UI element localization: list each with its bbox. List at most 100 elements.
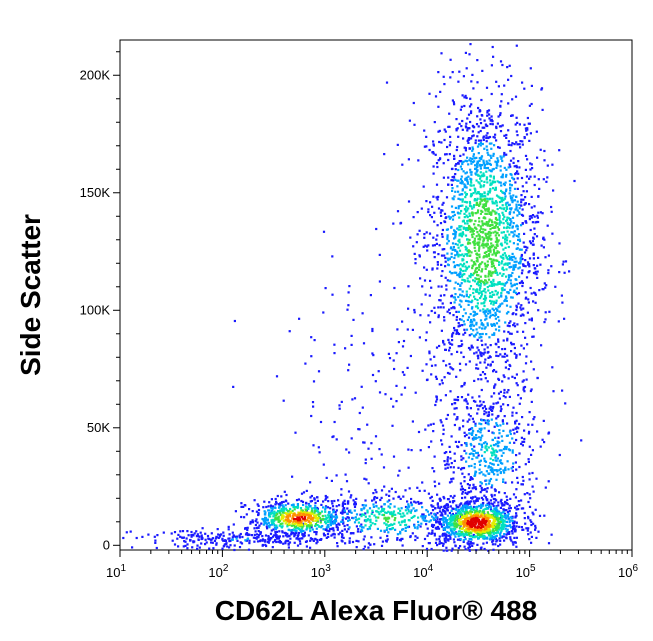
data-point [264, 543, 267, 546]
data-point [486, 346, 489, 349]
data-point [479, 171, 482, 174]
data-point [455, 375, 458, 378]
data-point [432, 524, 436, 527]
data-point [472, 483, 475, 486]
data-point [477, 238, 480, 241]
data-point [448, 257, 451, 260]
data-point [512, 493, 516, 496]
data-point [502, 155, 505, 158]
data-point [480, 489, 483, 492]
data-point [484, 228, 487, 231]
data-point [495, 221, 498, 224]
data-point [515, 293, 519, 296]
data-point [494, 270, 497, 273]
data-point [453, 256, 456, 260]
data-point [503, 84, 506, 87]
data-point [524, 196, 527, 199]
data-point [227, 525, 230, 528]
data-point [501, 191, 504, 194]
data-point [360, 509, 363, 512]
data-point [479, 195, 482, 198]
data-point [542, 419, 545, 422]
data-point [364, 462, 367, 465]
data-point [296, 506, 299, 509]
data-point [461, 490, 464, 493]
data-point [514, 420, 517, 423]
data-point [291, 475, 294, 478]
data-point [456, 145, 459, 149]
data-point [475, 192, 478, 195]
data-point [491, 226, 494, 229]
data-point [462, 75, 465, 78]
data-point [358, 411, 361, 415]
data-point [515, 536, 518, 539]
data-point [288, 522, 291, 525]
data-point [340, 536, 344, 539]
data-point [459, 299, 462, 302]
data-point [277, 518, 280, 521]
data-point [254, 520, 257, 523]
data-point [480, 503, 483, 506]
data-point [376, 496, 379, 499]
data-point [547, 254, 550, 257]
data-point [486, 166, 490, 170]
data-point [427, 314, 430, 317]
data-point [498, 432, 501, 435]
data-point [501, 159, 504, 163]
data-point [476, 258, 479, 261]
data-point [513, 352, 516, 355]
data-point [450, 435, 453, 438]
data-point [461, 265, 464, 268]
data-point [487, 231, 490, 234]
data-point [295, 529, 298, 532]
data-point [514, 95, 518, 98]
data-point [490, 395, 493, 398]
data-point [475, 277, 478, 281]
data-point [511, 465, 514, 469]
data-point [439, 306, 442, 309]
data-point [496, 518, 499, 521]
data-point [287, 520, 290, 523]
data-point [413, 311, 416, 314]
data-point [509, 524, 512, 527]
data-point [502, 339, 505, 342]
data-point [474, 199, 477, 202]
data-point [561, 389, 564, 392]
data-point [435, 196, 438, 199]
data-point [496, 531, 499, 534]
data-point [452, 101, 455, 104]
data-point [197, 535, 200, 538]
data-point [455, 407, 458, 410]
data-point [505, 445, 508, 449]
data-point [520, 198, 523, 201]
data-point [485, 483, 488, 486]
data-point [364, 518, 367, 522]
data-point [443, 497, 446, 500]
data-point [482, 419, 485, 422]
data-point [425, 245, 429, 248]
data-point [318, 515, 321, 518]
data-point [406, 512, 409, 515]
data-point [432, 516, 435, 519]
data-point [407, 285, 410, 288]
data-point [332, 508, 335, 511]
data-point [371, 522, 374, 525]
data-point [484, 204, 487, 208]
data-point [498, 319, 501, 322]
data-point [495, 204, 499, 207]
data-point [410, 509, 413, 512]
data-point [273, 534, 276, 537]
data-point [487, 505, 491, 508]
data-point [310, 524, 313, 527]
data-point [528, 430, 531, 433]
data-point [505, 536, 508, 539]
data-point [502, 451, 505, 455]
data-point [465, 294, 468, 298]
data-point [532, 368, 535, 371]
data-point [452, 477, 455, 480]
data-point [313, 507, 316, 510]
data-point [275, 536, 278, 539]
data-point [454, 298, 457, 301]
data-point [482, 238, 485, 242]
data-point [528, 445, 531, 448]
